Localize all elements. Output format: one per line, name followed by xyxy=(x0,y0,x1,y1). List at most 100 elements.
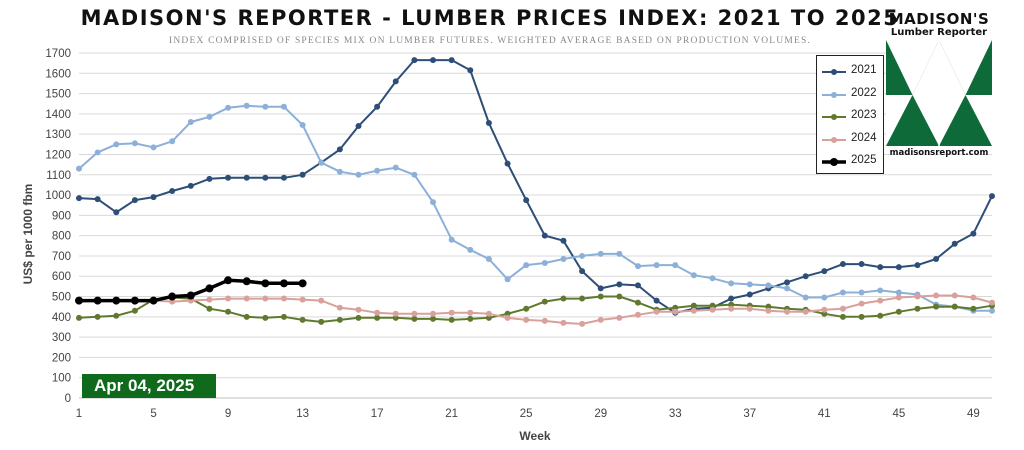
data-point xyxy=(430,315,437,322)
data-point xyxy=(802,273,809,280)
y-tick-label: 1000 xyxy=(45,190,71,202)
data-point xyxy=(336,168,343,175)
x-tick-label: 21 xyxy=(445,408,458,420)
data-point xyxy=(877,287,884,294)
data-point xyxy=(150,144,157,151)
data-point xyxy=(448,316,455,323)
data-point xyxy=(261,279,270,288)
data-point xyxy=(895,308,902,315)
data-point xyxy=(467,315,474,322)
data-point xyxy=(877,297,884,304)
data-point xyxy=(728,295,735,302)
data-point xyxy=(299,296,306,303)
data-point xyxy=(784,279,791,286)
y-tick-label: 900 xyxy=(52,210,71,222)
y-tick-label: 600 xyxy=(52,271,71,283)
data-point xyxy=(765,282,772,289)
logo-triangle xyxy=(965,95,992,146)
data-point xyxy=(579,295,586,302)
legend-swatch xyxy=(822,136,846,143)
data-point xyxy=(299,171,306,178)
data-point xyxy=(746,291,753,298)
data-point xyxy=(262,103,269,110)
data-point xyxy=(225,295,232,302)
data-point xyxy=(131,140,138,147)
data-point xyxy=(242,277,251,286)
data-point xyxy=(113,209,120,216)
data-point xyxy=(430,310,437,317)
data-point xyxy=(839,305,846,312)
data-point xyxy=(839,261,846,268)
data-point xyxy=(560,319,567,326)
x-axis-title: Week xyxy=(519,429,550,443)
data-point xyxy=(318,159,325,166)
data-point xyxy=(784,285,791,292)
data-point xyxy=(560,295,567,302)
data-point xyxy=(318,318,325,325)
logo-subname: Lumber Reporter xyxy=(890,27,988,38)
data-point xyxy=(877,264,884,271)
data-point xyxy=(728,305,735,312)
data-point xyxy=(112,296,121,305)
data-point xyxy=(187,182,194,189)
data-point xyxy=(597,293,604,300)
data-point xyxy=(411,310,418,317)
data-point xyxy=(914,262,921,269)
chart-subtitle: INDEX COMPRISED OF SPECIES MIX ON LUMBER… xyxy=(168,36,812,46)
data-point xyxy=(485,120,492,127)
data-point xyxy=(653,262,660,269)
chart-legend: 2021 2022 2023 2024 2025 xyxy=(816,55,884,174)
y-tick-label: 400 xyxy=(52,312,71,324)
legend-item-2024: 2024 xyxy=(821,130,883,150)
legend-swatch-marker xyxy=(831,69,837,75)
series-line-2021 xyxy=(78,59,993,314)
y-tick-label: 300 xyxy=(52,332,71,344)
data-point xyxy=(765,307,772,314)
data-point xyxy=(989,299,995,306)
data-point xyxy=(839,313,846,320)
data-point xyxy=(411,57,418,64)
data-point xyxy=(709,275,716,282)
data-point xyxy=(690,272,697,279)
legend-swatch-marker xyxy=(830,158,838,166)
data-point xyxy=(746,281,753,288)
data-point xyxy=(523,305,530,312)
x-tick-label: 9 xyxy=(225,408,231,420)
data-point xyxy=(243,295,250,302)
data-point xyxy=(374,167,381,174)
data-point xyxy=(168,292,177,301)
data-point xyxy=(243,102,250,109)
chart-title: MADISON'S REPORTER - LUMBER PRICES INDEX… xyxy=(80,6,900,30)
data-point xyxy=(802,294,809,301)
data-point xyxy=(336,146,343,153)
data-point xyxy=(94,149,101,156)
data-point xyxy=(821,268,828,275)
data-point xyxy=(224,276,233,285)
data-point xyxy=(355,171,362,178)
data-point xyxy=(336,316,343,323)
legend-item-2023: 2023 xyxy=(821,107,883,127)
data-point xyxy=(113,141,120,148)
data-point xyxy=(634,311,641,318)
data-point xyxy=(94,196,101,203)
data-point xyxy=(746,305,753,312)
data-point xyxy=(951,303,958,310)
data-point xyxy=(206,113,213,120)
series-2024 xyxy=(76,292,995,327)
data-point xyxy=(504,314,511,321)
data-point xyxy=(187,119,194,125)
legend-swatch xyxy=(822,158,846,166)
data-point xyxy=(989,193,995,200)
data-point xyxy=(821,294,828,301)
data-point xyxy=(951,292,958,299)
data-point xyxy=(411,315,418,322)
y-tick-label: 0 xyxy=(65,393,71,405)
data-point xyxy=(169,188,176,194)
data-point xyxy=(149,296,158,305)
data-point xyxy=(690,302,697,309)
data-point xyxy=(634,263,641,270)
data-point xyxy=(374,103,381,110)
data-point xyxy=(970,230,977,237)
data-point xyxy=(355,123,362,130)
data-point xyxy=(970,305,977,312)
